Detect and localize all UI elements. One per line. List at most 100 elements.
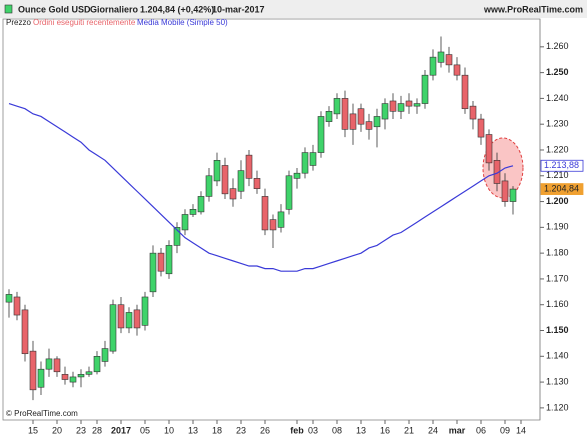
y-tick-label: 1.240 <box>546 93 569 103</box>
candle-body <box>229 188 237 200</box>
candle-body <box>5 294 13 303</box>
candle-body <box>309 152 317 166</box>
candle-body <box>141 296 149 326</box>
candle-body <box>325 111 333 122</box>
y-tick-label: 1.190 <box>546 222 569 232</box>
candle-body <box>285 175 293 210</box>
x-tick-label: feb <box>290 425 304 435</box>
candle-body <box>157 252 165 272</box>
candle-body <box>181 214 189 231</box>
x-tick-label: 10 <box>164 425 174 435</box>
y-tick-label: 1.120 <box>546 402 569 412</box>
candle-body <box>389 100 397 112</box>
x-tick-label: mar <box>449 425 466 435</box>
candle-body <box>381 103 389 120</box>
candle-body <box>29 350 37 391</box>
candle-body <box>101 348 109 362</box>
header-bar <box>0 0 587 18</box>
candle-body <box>93 355 101 373</box>
candle-body <box>21 309 29 355</box>
y-tick-label: 1.140 <box>546 351 569 361</box>
candle-body <box>509 188 517 202</box>
x-tick-label: 23 <box>76 425 86 435</box>
candle-body <box>269 219 277 231</box>
candle-body <box>341 98 349 130</box>
candle-body <box>61 374 69 380</box>
x-tick-label: 14 <box>516 425 526 435</box>
candle-body <box>357 108 365 125</box>
candle-body <box>149 252 157 293</box>
source: www.ProRealTime.com <box>483 4 583 14</box>
candle-body <box>461 74 469 110</box>
x-tick-label: 15 <box>28 425 38 435</box>
y-tick-label: 1.200 <box>546 196 569 206</box>
x-tick-label: 28 <box>92 425 102 435</box>
candle-body <box>197 196 205 213</box>
y-tick-label: 1.220 <box>546 144 569 154</box>
candle-body <box>245 154 253 179</box>
candle-body <box>469 105 477 120</box>
candle-body <box>165 245 173 275</box>
candle-body <box>317 116 325 153</box>
candle-body <box>365 121 373 130</box>
y-tick-label: 1.150 <box>546 325 569 335</box>
legend-price: Prezzo <box>6 18 31 27</box>
x-tick-label: 26 <box>260 425 270 435</box>
quote: 1.204,84 (+0,42%) <box>140 4 214 14</box>
candle-body <box>429 56 437 76</box>
y-tick-label: 1.180 <box>546 248 569 258</box>
candle-body <box>213 160 221 182</box>
candle-body <box>37 368 45 388</box>
x-tick-label: 03 <box>308 425 318 435</box>
highlight-ellipse <box>482 137 524 199</box>
candle-body <box>125 312 133 329</box>
candle-body <box>253 178 261 189</box>
y-tick-label: 1.130 <box>546 376 569 386</box>
price-label: 1.213,88 <box>544 160 579 170</box>
candle-body <box>109 304 117 352</box>
moving-average <box>8 102 514 272</box>
candle-body <box>85 371 93 375</box>
y-tick-label: 1.230 <box>546 119 569 129</box>
chart-title: Ounce Gold USD <box>18 4 91 14</box>
candle-body <box>293 172 301 179</box>
x-tick-label: 09 <box>500 425 510 435</box>
candle-body <box>221 165 229 195</box>
legend-note: Ordini eseguiti recentemente <box>33 18 136 27</box>
period: Giornaliero <box>90 4 139 14</box>
candle-body <box>189 209 197 215</box>
candle-body <box>117 304 125 329</box>
y-tick-label: 1.210 <box>546 170 569 180</box>
candle-body <box>445 54 453 66</box>
candle-body <box>421 74 429 104</box>
candle-body <box>173 227 181 246</box>
date: 10-mar-2017 <box>212 4 265 14</box>
y-tick-label: 1.170 <box>546 273 569 283</box>
y-tick-label: 1.250 <box>546 67 569 77</box>
y-tick-label: 1.160 <box>546 299 569 309</box>
candle-body <box>349 113 357 130</box>
y-tick-label: 1.260 <box>546 41 569 51</box>
candle-body <box>301 152 309 174</box>
x-tick-label: 2017 <box>111 425 131 435</box>
candle-body <box>13 296 21 316</box>
price-label: 1.204,84 <box>544 183 579 193</box>
candle-body <box>333 98 341 115</box>
candle-body <box>405 100 413 107</box>
price-label-box <box>540 183 584 195</box>
x-tick-label: 21 <box>404 425 414 435</box>
candle-body <box>277 211 285 228</box>
x-tick-label: 13 <box>356 425 366 435</box>
candle-body <box>133 309 141 329</box>
x-tick-label: 06 <box>476 425 486 435</box>
candle-body <box>413 103 421 107</box>
candle-body <box>501 180 509 202</box>
candle-body <box>77 374 85 378</box>
x-tick-label: 08 <box>332 425 342 435</box>
candle-body <box>397 103 405 112</box>
footer: © ProRealTime.com <box>6 409 78 418</box>
candle-body <box>53 358 61 373</box>
candle-body <box>237 170 245 192</box>
price-label-box <box>540 159 584 172</box>
